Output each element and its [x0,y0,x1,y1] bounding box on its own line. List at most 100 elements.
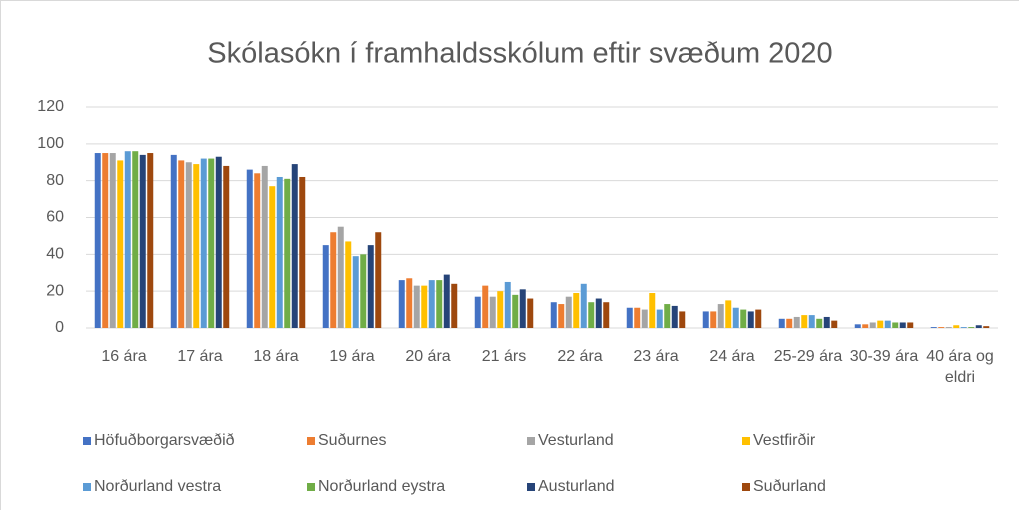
bar [215,156,222,328]
legend-label: Vesturland [538,432,614,449]
bar [877,320,884,328]
bar [862,324,869,328]
bar [580,283,587,328]
bar [246,169,253,328]
legend-swatch [307,483,315,491]
legend-swatch [83,483,91,491]
bar [406,278,413,328]
bar [421,285,428,328]
bar [527,298,534,328]
bar [649,293,656,328]
bar [117,160,124,328]
bar [185,162,192,328]
bar [550,302,557,328]
x-tick-label: 19 ára [329,348,375,365]
bar [831,320,838,328]
bar [436,280,443,328]
bar [854,324,861,328]
x-tick-label: 30-39 ára [849,348,919,365]
bar [299,176,306,328]
bar [291,164,298,328]
bar [732,307,739,328]
bar [322,245,329,328]
bar [588,302,595,328]
bar [899,322,906,328]
bar [595,298,602,328]
bar [740,309,747,328]
bar [558,304,565,328]
bar [519,289,526,328]
bar [504,281,511,328]
bar [489,296,496,328]
bar [170,154,177,328]
bar [953,325,960,328]
bar [367,245,374,328]
bar [869,322,876,328]
bar [330,232,337,328]
y-tick-label: 80 [46,172,64,189]
legend-label: Norðurland vestra [94,478,221,495]
bar [102,153,109,328]
chart-title: Skólasókn í framhaldsskólum eftir svæðum… [207,38,832,70]
legend-swatch [742,437,750,445]
bar [892,322,899,328]
bar [823,316,830,328]
bar [94,153,101,328]
bar [565,296,572,328]
bar [512,294,519,328]
x-tick-label: 20 ára [405,348,451,365]
bar [352,256,359,328]
y-tick-label: 20 [46,282,64,299]
bar [983,326,990,328]
bar [284,178,291,328]
bar [975,325,982,328]
bar [945,327,952,328]
bar [884,320,891,328]
legend-swatch [742,483,750,491]
bar [413,285,420,328]
legend-label: Vestfirðir [753,432,816,449]
legend-swatch [83,437,91,445]
bar [200,158,207,328]
legend-label: Norðurland eystra [318,478,445,495]
bar [223,165,230,328]
bar [482,285,489,328]
bar [124,151,131,328]
bar [603,302,610,328]
bar [816,318,823,328]
bar [428,280,435,328]
bar [337,226,344,328]
bar [132,151,139,328]
y-tick-label: 120 [37,98,64,115]
bar [786,318,793,328]
bar [907,322,914,328]
bar [497,291,504,328]
bar [634,307,641,328]
bar [641,309,648,328]
bar [938,327,945,328]
x-tick-label: 18 ára [253,348,299,365]
bar [679,311,686,328]
x-tick-label: 17 ára [177,348,223,365]
bar [254,173,261,328]
bar [725,300,732,328]
bar [261,165,268,328]
legend-label: Austurland [538,478,615,495]
bar [960,327,967,328]
bar [208,158,215,328]
bar [109,153,116,328]
bar [269,186,276,328]
bar [360,254,367,328]
bar [276,176,283,328]
bar [747,311,754,328]
bar [147,153,154,328]
bar [664,304,671,328]
bar [793,316,800,328]
bar [451,283,458,328]
bar [671,305,678,328]
bar [375,232,382,328]
y-tick-label: 60 [46,209,64,226]
